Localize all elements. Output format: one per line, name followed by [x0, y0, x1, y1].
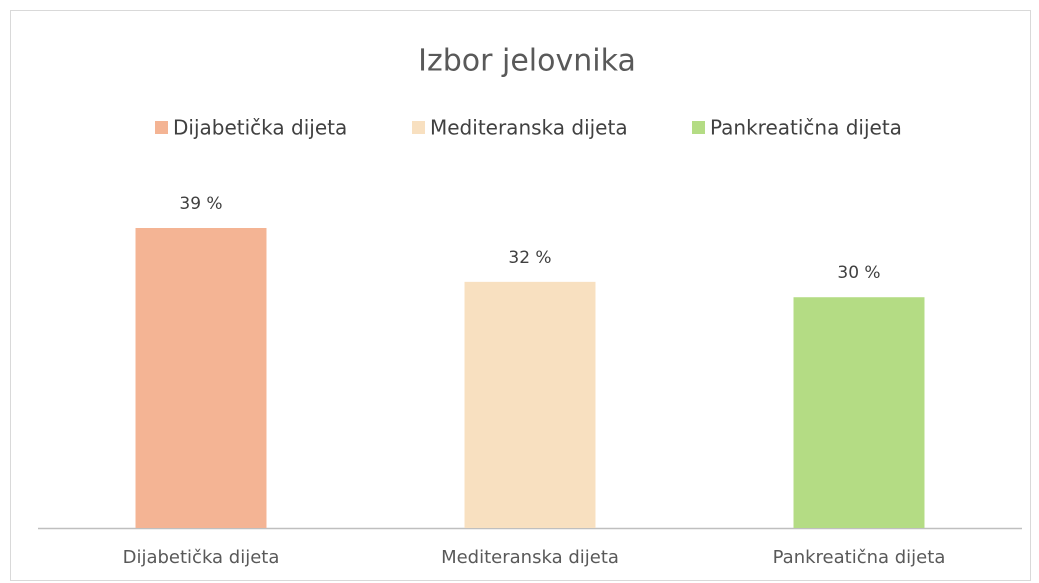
x-tick-label: Dijabetička dijeta — [123, 547, 280, 568]
chart-title: Izbor jelovnika — [418, 44, 636, 79]
value-label: 32 % — [508, 248, 551, 268]
legend-swatch — [692, 121, 705, 134]
x-tick-label: Mediteranska dijeta — [441, 547, 619, 568]
bar — [464, 281, 596, 528]
value-label: 30 % — [837, 263, 880, 283]
legend-swatch — [412, 121, 425, 134]
legend-label: Mediteranska dijeta — [430, 116, 628, 140]
legend-label: Dijabetička dijeta — [173, 116, 347, 140]
bar — [135, 228, 267, 528]
bar — [793, 297, 925, 528]
legend-swatch — [155, 121, 168, 134]
x-tick-label: Pankreatična dijeta — [773, 547, 946, 568]
value-label: 39 % — [179, 194, 222, 214]
legend-label: Pankreatična dijeta — [710, 116, 902, 140]
